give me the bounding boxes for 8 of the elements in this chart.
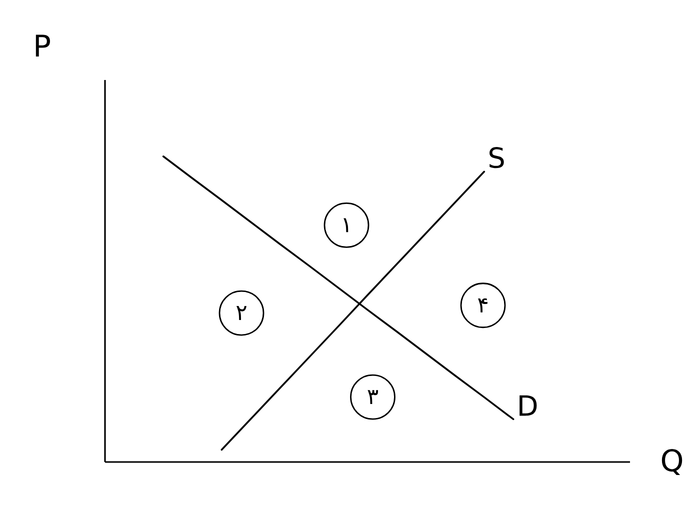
annotation: ۱ [344,218,348,232]
annotation: ۳ [368,390,378,404]
annotation: ۴ [478,298,488,312]
x-axis-title: Q [662,448,682,476]
annotation: ۲ [236,306,246,320]
series-label: S [490,147,504,168]
series-label: D [520,395,537,416]
y-axis-title: P [36,34,50,57]
